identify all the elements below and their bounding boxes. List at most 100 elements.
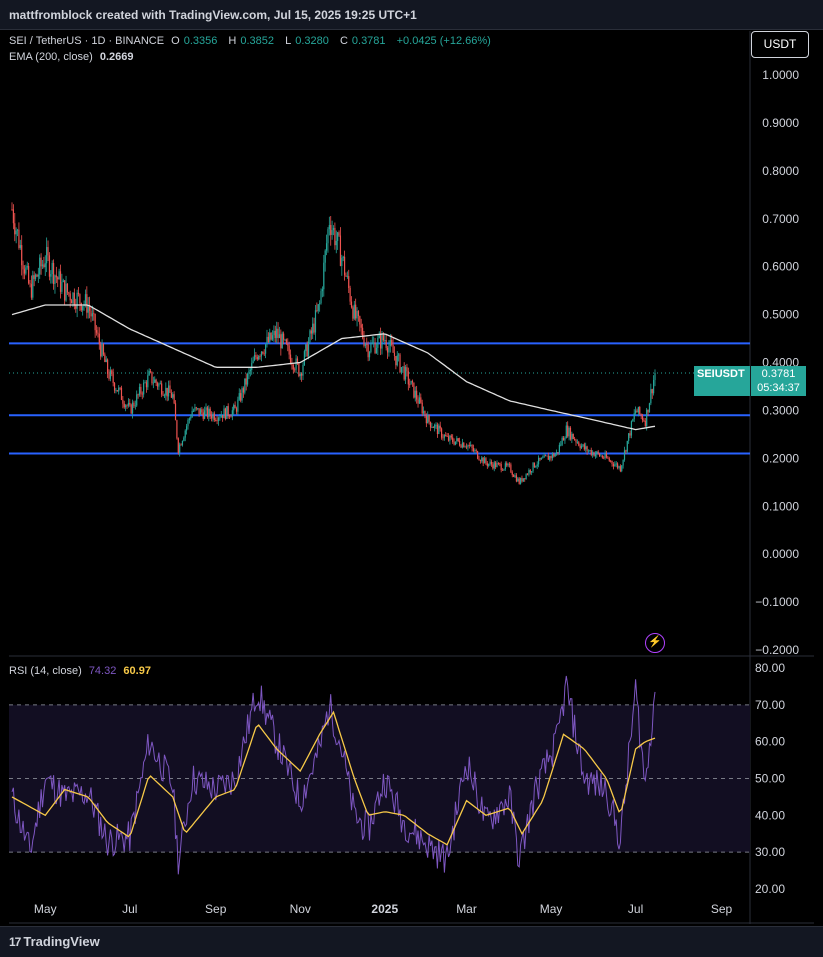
lightning-icon[interactable]: ⚡ <box>645 633 665 653</box>
candle-body <box>206 407 208 417</box>
candle-body <box>525 474 527 480</box>
candle-body <box>107 359 109 374</box>
candle-body <box>393 352 396 357</box>
candle-body <box>113 382 116 391</box>
candle-body <box>246 373 249 385</box>
candle-body <box>59 271 62 292</box>
candle-body <box>653 380 655 394</box>
candle-body <box>439 425 441 429</box>
candle-body <box>313 323 315 333</box>
candle-body <box>341 257 343 266</box>
candle-body <box>526 474 529 475</box>
candle-body <box>364 344 366 346</box>
candle-body <box>94 314 96 331</box>
candle-body <box>568 427 570 437</box>
candle-body <box>228 415 231 417</box>
candle-body <box>12 209 14 224</box>
rsi-label: RSI (14, close) <box>9 665 82 677</box>
candle-body <box>468 445 470 446</box>
candle-body <box>82 306 84 311</box>
candle-body <box>323 262 325 290</box>
candle-body <box>410 380 412 385</box>
candle-body <box>89 305 91 311</box>
chart-svg[interactable]: 1.00000.90000.80000.70000.60000.50000.40… <box>9 31 814 924</box>
candle-body <box>156 383 159 387</box>
candle-body <box>447 436 450 441</box>
candle-body <box>155 379 157 384</box>
candle-body <box>270 332 272 340</box>
candle-body <box>119 387 121 389</box>
candle-body <box>553 453 555 457</box>
candle-body <box>375 347 378 354</box>
candle-body <box>151 371 153 384</box>
candle-body <box>159 383 161 385</box>
candle-body <box>445 435 447 437</box>
candle-body <box>269 332 271 342</box>
candle-body <box>454 441 457 445</box>
candle-body <box>16 229 19 231</box>
candle-body <box>357 311 360 317</box>
candle-body <box>536 464 538 466</box>
candle-body <box>163 395 166 397</box>
candle-body <box>427 415 429 424</box>
candle-body <box>327 229 329 244</box>
candle-body <box>594 454 597 457</box>
chart-area[interactable]: 1.0000 0.9000 0.8000 0.7000 0.6000 0.5000 0.40… <box>9 31 814 924</box>
candle-body <box>213 413 215 421</box>
price-tick-label: 0.5000 <box>762 308 799 322</box>
currency-button[interactable]: USDT <box>751 31 809 58</box>
candle-body <box>381 333 383 349</box>
candle-body <box>57 277 59 280</box>
candle-body <box>26 266 28 268</box>
candle-body <box>285 339 287 345</box>
candle-body <box>644 420 646 426</box>
candle-body <box>125 405 127 408</box>
price-tick-label: 0.0000 <box>762 547 799 561</box>
candle-body <box>127 402 130 406</box>
footer: 17 TradingView <box>0 926 823 957</box>
candle-body <box>544 455 547 457</box>
time-tick-label: Nov <box>290 902 311 916</box>
price-tick-label: 0.1000 <box>762 499 799 513</box>
candle-body <box>140 386 142 394</box>
candle-body <box>356 311 358 319</box>
candle-body <box>350 301 353 308</box>
candle-body <box>204 410 206 419</box>
candle-body <box>496 463 498 468</box>
candle-body <box>633 413 635 420</box>
candle-body <box>249 369 251 372</box>
candle-body <box>283 333 285 340</box>
candle-body <box>30 284 33 298</box>
candle-body <box>442 437 444 439</box>
candle-body <box>238 393 240 400</box>
time-tick-label: Jul <box>122 902 137 916</box>
candle-body <box>557 452 559 453</box>
candle-body <box>173 394 175 404</box>
candle-body <box>567 425 569 437</box>
ema-line <box>11 304 656 431</box>
candle-body <box>481 457 483 462</box>
candle-body <box>436 424 439 435</box>
candle-body <box>91 313 93 317</box>
candle-body <box>521 477 523 482</box>
candle-body <box>48 255 51 277</box>
candle-body <box>98 333 100 345</box>
candle-body <box>603 457 605 459</box>
candle-body <box>161 383 163 395</box>
price-tick-label: −0.1000 <box>755 595 799 609</box>
candle-body <box>222 415 224 419</box>
candle-body <box>337 232 339 241</box>
candle-body <box>596 451 598 455</box>
candle-body <box>301 373 303 376</box>
candle-body <box>537 457 540 465</box>
price-tick-label: 0.3000 <box>762 403 799 417</box>
legend-open: O 0.3356 <box>171 35 218 47</box>
candle-body <box>281 333 283 349</box>
candle-body <box>230 416 232 418</box>
tradingview-logo[interactable]: 17 TradingView <box>9 934 100 949</box>
candle-body <box>486 463 488 466</box>
candle-body <box>148 371 150 376</box>
candle-body <box>255 355 257 358</box>
candle-body <box>303 351 305 365</box>
